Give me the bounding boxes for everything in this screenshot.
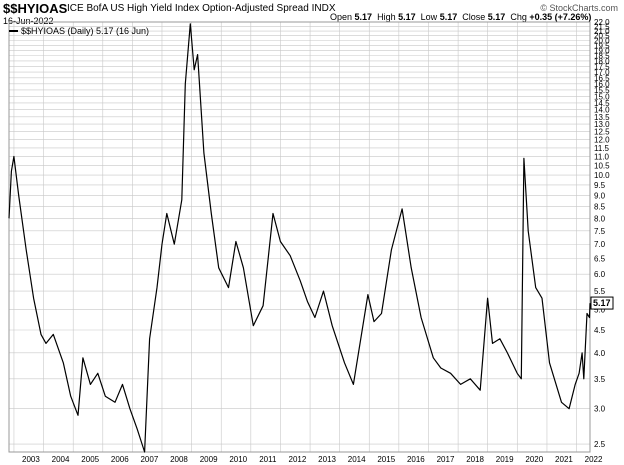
- y-tick-label: 9.5: [594, 181, 606, 190]
- x-tick-label: 2008: [170, 455, 188, 464]
- x-tick-label: 2005: [81, 455, 99, 464]
- y-tick-label: 17.0: [594, 68, 610, 77]
- y-tick-label: 10.0: [594, 171, 610, 180]
- chart-date: 16-Jun-2022: [3, 16, 54, 26]
- y-tick-label: 3.5: [594, 375, 606, 384]
- y-tick-label: 19.5: [594, 41, 610, 50]
- change-value: +0.35 (+7.26%): [529, 12, 592, 22]
- x-tick-label: 2004: [52, 455, 70, 464]
- y-tick-label: 19.0: [594, 46, 610, 55]
- close-label: Close: [462, 12, 486, 22]
- y-tick-label: 20.0: [594, 36, 610, 45]
- x-tick-label: 2009: [200, 455, 218, 464]
- x-tick-label: 2006: [111, 455, 129, 464]
- high-label: High: [377, 12, 396, 22]
- x-tick-label: 2013: [318, 455, 336, 464]
- y-tick-label: 15.5: [594, 86, 610, 95]
- y-tick-label: 14.0: [594, 106, 610, 115]
- y-tick-label: 18.0: [594, 57, 610, 66]
- last-value-tag-text: 5.17: [593, 298, 611, 308]
- y-tick-label: 15.0: [594, 92, 610, 101]
- y-tick-label: 4.0: [594, 349, 606, 358]
- y-tick-label: 14.5: [594, 99, 610, 108]
- x-tick-label: 2011: [259, 455, 277, 464]
- y-tick-label: 13.5: [594, 113, 610, 122]
- y-tick-label: 13.0: [594, 120, 610, 129]
- x-tick-label: 2003: [22, 455, 40, 464]
- x-tick-label: 2012: [289, 455, 307, 464]
- y-tick-label: 4.5: [594, 326, 606, 335]
- open-value: 5.17: [354, 12, 373, 22]
- x-tick-label: 2007: [140, 455, 158, 464]
- x-axis-labels: 2003 2004 2005 2006 2007 2008 2009 2010 2011 2012…: [22, 455, 603, 464]
- y-tick-label: 16.5: [594, 74, 610, 83]
- brand-watermark: © StockCharts.com: [540, 3, 618, 13]
- grid-lines: [9, 21, 590, 452]
- y-tick-label: 21.0: [594, 27, 610, 36]
- x-tick-label: 2017: [437, 455, 455, 464]
- x-tick-label: 2020: [525, 455, 543, 464]
- y-tick-label: 20.5: [594, 32, 610, 41]
- y-tick-label: 22.0: [594, 18, 610, 27]
- y-tick-label: 6.5: [594, 255, 606, 264]
- y-tick-label: 5.0: [594, 306, 606, 315]
- x-tick-label: 2014: [348, 455, 366, 464]
- close-value: 5.17: [487, 12, 506, 22]
- y-tick-label: 12.0: [594, 136, 610, 145]
- x-tick-label: 2015: [377, 455, 395, 464]
- y-axis-labels: 2.5 3.0 3.5 4.0 4.5 5.0 5.5 6.0 6.5 7.0 7.5 8.0 8.5 9…: [594, 18, 610, 449]
- x-tick-label: 2021: [555, 455, 573, 464]
- ohlc-readout: Open 5.17 High 5.17 Low 5.17 Close 5.17 …: [330, 12, 591, 22]
- y-tick-label: 12.5: [594, 128, 610, 137]
- y-tick-label: 7.0: [594, 240, 606, 249]
- series-line: [8, 23, 591, 453]
- y-tick-label: 16.0: [594, 80, 610, 89]
- y-tick-label: 17.5: [594, 62, 610, 71]
- low-label: Low: [420, 12, 438, 22]
- high-value: 5.17: [398, 12, 416, 22]
- y-tick-label: 6.0: [594, 270, 606, 279]
- x-tick-label: 2010: [229, 455, 247, 464]
- last-value-tag-box: [590, 296, 614, 310]
- y-tick-label: 21.5: [594, 22, 610, 31]
- x-tick-label: 2016: [407, 455, 425, 464]
- chart-title: ICE BofA US High Yield Index Option-Adju…: [67, 3, 336, 14]
- index-name: ICE BofA US High Yield Index Option-Adju…: [67, 3, 309, 14]
- y-tick-label: 11.0: [594, 153, 610, 162]
- low-value: 5.17: [439, 12, 458, 22]
- x-tick-label: 2018: [466, 455, 484, 464]
- plot-frame: [8, 21, 591, 453]
- y-tick-label: 2.5: [594, 440, 606, 449]
- x-tick-label: 2022: [585, 455, 603, 464]
- legend-label: $$HYIOAS (Daily) 5.17 (16 Jun): [21, 26, 149, 36]
- y-tick-label: 11.5: [594, 144, 610, 153]
- chart-symbol: $$HYIOAS: [3, 1, 68, 16]
- change-label: Chg: [510, 12, 527, 22]
- y-tick-label: 7.5: [594, 227, 606, 236]
- y-tick-label: 5.5: [594, 287, 606, 296]
- last-value-tag: 5.17: [590, 296, 614, 310]
- open-label: Open: [330, 12, 353, 22]
- y-tick-label: 3.0: [594, 405, 606, 414]
- y-tick-label: 10.5: [594, 162, 610, 171]
- x-tick-label: 2019: [496, 455, 514, 464]
- y-tick-label: 8.5: [594, 203, 606, 212]
- y-tick-label: 9.0: [594, 191, 606, 200]
- y-tick-label: 8.0: [594, 214, 606, 223]
- legend: $$HYIOAS (Daily) 5.17 (16 Jun): [9, 26, 149, 36]
- y-tick-label: 18.5: [594, 52, 610, 61]
- exchange-label: INDX: [311, 3, 336, 14]
